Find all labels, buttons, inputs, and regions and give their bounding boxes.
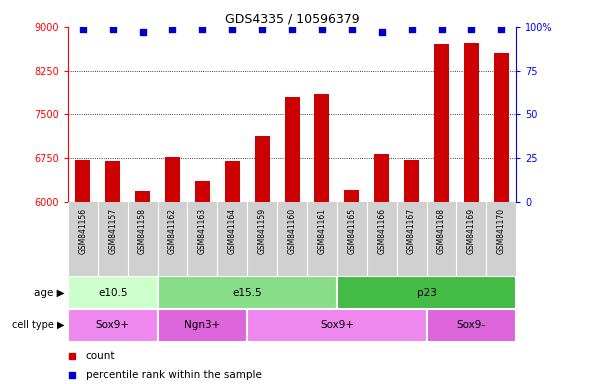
- Text: GSM841169: GSM841169: [467, 208, 476, 254]
- Point: [108, 26, 117, 32]
- Bar: [494, 53, 509, 202]
- Bar: [337, 276, 516, 309]
- Title: GDS4335 / 10596379: GDS4335 / 10596379: [225, 13, 359, 26]
- Bar: [158, 276, 337, 309]
- Bar: [68, 276, 158, 309]
- Text: Sox9-: Sox9-: [457, 320, 486, 331]
- Text: GSM841164: GSM841164: [228, 208, 237, 254]
- Bar: [314, 94, 329, 202]
- Point: [317, 26, 327, 32]
- Bar: [165, 157, 180, 202]
- Point: [437, 26, 446, 32]
- Point: [347, 26, 356, 32]
- Text: p23: p23: [417, 288, 437, 298]
- Text: e15.5: e15.5: [232, 288, 262, 298]
- Point: [377, 29, 386, 35]
- Bar: [76, 160, 90, 202]
- Point: [138, 29, 148, 35]
- Bar: [68, 309, 158, 342]
- Text: e10.5: e10.5: [98, 288, 127, 298]
- Text: GSM841163: GSM841163: [198, 208, 207, 254]
- Point: [497, 26, 506, 32]
- Point: [407, 26, 417, 32]
- Text: age ▶: age ▶: [34, 288, 65, 298]
- Bar: [247, 309, 427, 342]
- Bar: [345, 190, 359, 202]
- Point: [257, 26, 267, 32]
- Point: [168, 26, 177, 32]
- Text: GSM841167: GSM841167: [407, 208, 416, 254]
- Text: GSM841156: GSM841156: [78, 208, 87, 254]
- Point: [198, 26, 207, 32]
- Text: GSM841159: GSM841159: [258, 208, 267, 254]
- Bar: [434, 44, 449, 202]
- Bar: [105, 161, 120, 202]
- Text: count: count: [86, 351, 115, 361]
- Text: GSM841168: GSM841168: [437, 208, 446, 253]
- Point: [287, 26, 297, 32]
- Bar: [195, 180, 210, 202]
- Text: Ngn3+: Ngn3+: [184, 320, 221, 331]
- Bar: [404, 160, 419, 202]
- Text: GSM841170: GSM841170: [497, 208, 506, 254]
- Bar: [158, 309, 247, 342]
- Bar: [427, 309, 516, 342]
- Text: GSM841157: GSM841157: [108, 208, 117, 254]
- Text: cell type ▶: cell type ▶: [12, 320, 65, 331]
- Text: GSM841166: GSM841166: [377, 208, 386, 254]
- Text: GSM841160: GSM841160: [287, 208, 297, 254]
- Text: GSM841158: GSM841158: [138, 208, 147, 253]
- Point: [467, 26, 476, 32]
- Bar: [464, 43, 479, 202]
- Bar: [284, 97, 300, 202]
- Bar: [135, 191, 150, 202]
- Point: [78, 26, 87, 32]
- Text: GSM841161: GSM841161: [317, 208, 326, 253]
- Text: GSM841165: GSM841165: [348, 208, 356, 254]
- Text: percentile rank within the sample: percentile rank within the sample: [86, 371, 261, 381]
- Text: Sox9+: Sox9+: [320, 320, 354, 331]
- Point: [228, 26, 237, 32]
- Text: Sox9+: Sox9+: [96, 320, 130, 331]
- Bar: [255, 136, 270, 202]
- Text: GSM841162: GSM841162: [168, 208, 177, 253]
- Bar: [225, 161, 240, 202]
- Bar: [374, 154, 389, 202]
